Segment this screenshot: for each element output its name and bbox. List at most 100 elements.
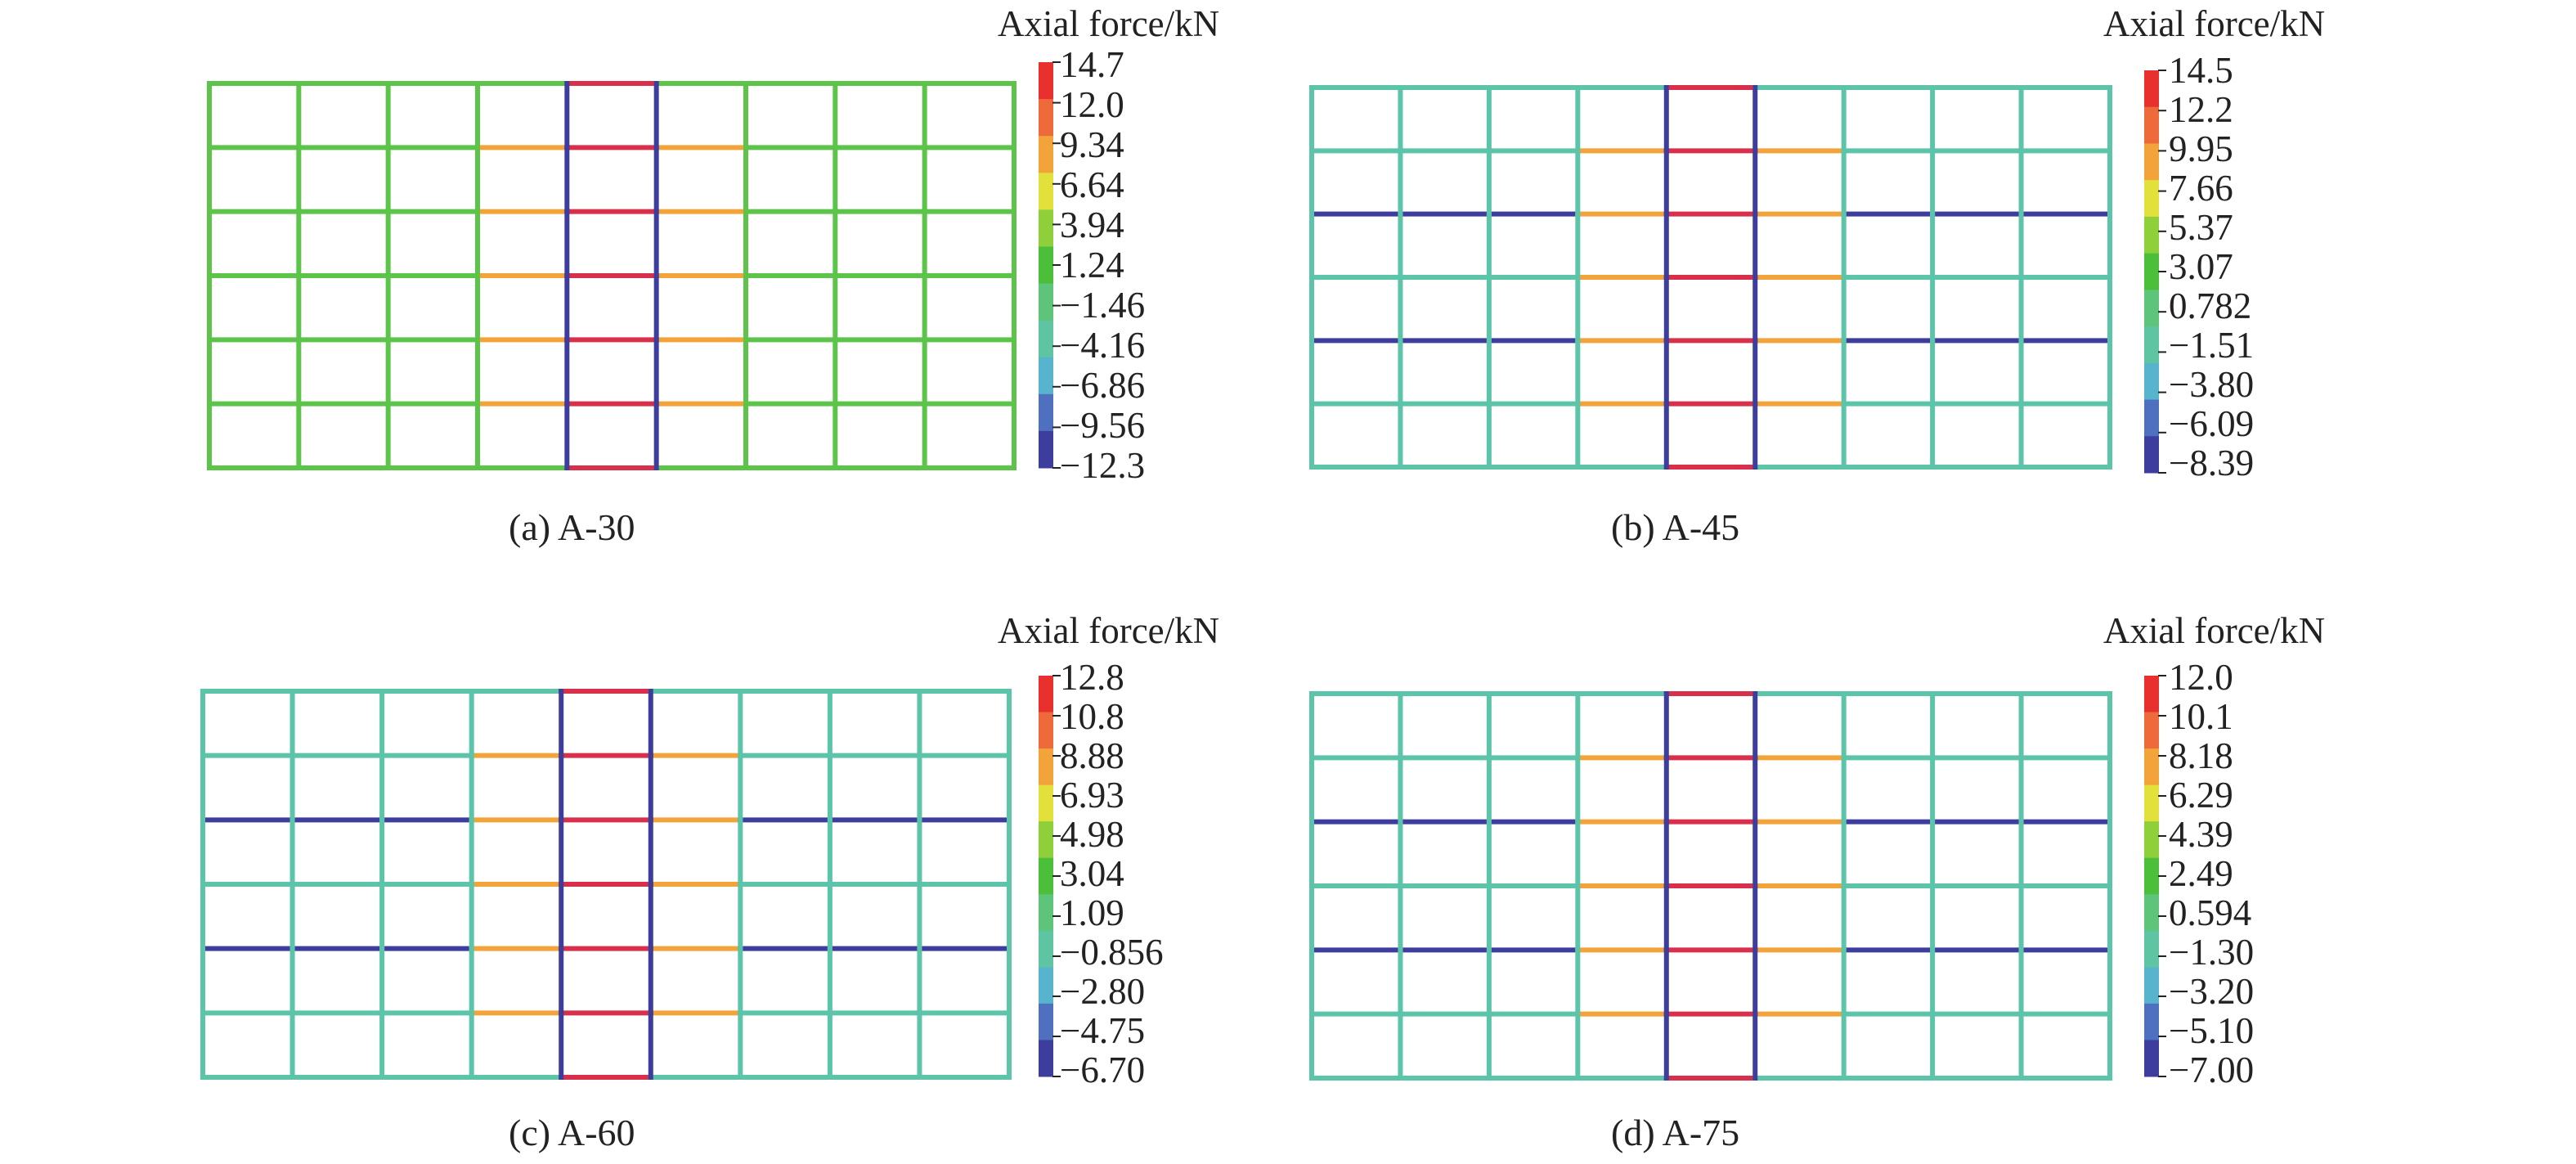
scale-segment	[1039, 712, 1053, 749]
tick-label: 8.18	[2169, 735, 2233, 776]
scale-segment	[2144, 676, 2159, 713]
scale-segment	[2144, 857, 2159, 895]
scale-segment	[2144, 436, 2159, 474]
tick-label: 9.95	[2169, 128, 2233, 169]
caption-a: (a) A-30	[509, 506, 635, 548]
scale-segment	[1039, 246, 1053, 285]
tick-label: 12.0	[2169, 657, 2233, 698]
scale-segment	[2144, 143, 2159, 181]
tick-label: 0.594	[2169, 892, 2251, 933]
scale-segment	[2144, 712, 2159, 749]
scale-segment	[1039, 430, 1053, 469]
tick-label: −3.20	[2169, 971, 2254, 1012]
tick-label: −3.80	[2169, 364, 2254, 405]
scale-segment	[1039, 209, 1053, 247]
scale-segment	[2144, 399, 2159, 437]
tick-label: −6.86	[1060, 365, 1145, 406]
scale-segment	[2144, 70, 2159, 108]
caption-b: (b) A-45	[1611, 506, 1739, 548]
scale-segment	[1039, 1003, 1053, 1040]
legend-ticks-d: 12.0 10.1 8.18 6.29 4.39 2.49 0.594 −1.3…	[2169, 657, 2254, 1090]
tick-label: 2.49	[2169, 853, 2233, 894]
legend-ticks-a: 14.7 12.0 9.34 6.64 3.94 1.24 −1.46 −4.1…	[1060, 44, 1145, 486]
scale-segment	[2144, 362, 2159, 401]
tick-label: 12.8	[1060, 657, 1124, 698]
tick-label: 0.782	[2169, 285, 2251, 326]
scale-segment	[1039, 894, 1053, 932]
scale-segment	[1039, 393, 1053, 432]
tick-label: 12.2	[2169, 89, 2233, 130]
scale-segment	[1039, 320, 1053, 358]
panel-a: Axial force/kN 14.7 12.0 9.34 6.64 3.94 …	[207, 3, 1219, 548]
scale-segment	[1039, 930, 1053, 968]
scale-segment	[2144, 967, 2159, 1004]
tick-label: 6.93	[1060, 775, 1124, 816]
legend-title-c: Axial force/kN	[998, 610, 1219, 651]
panel-c: Axial force/kN 12.8 10.8 8.88 6.93 4.98 …	[200, 610, 1219, 1153]
scale-segment	[1039, 967, 1053, 1004]
scale-segment	[1039, 676, 1053, 713]
color-scale-a	[1039, 61, 1061, 469]
color-scale-b	[2144, 70, 2166, 474]
tick-label: 10.8	[1060, 696, 1124, 737]
tick-label: 4.98	[1060, 814, 1124, 855]
scale-segment	[1039, 99, 1053, 137]
tick-label: 6.29	[2169, 775, 2233, 816]
scale-segment	[2144, 326, 2159, 364]
tick-label: 1.24	[1060, 245, 1124, 285]
scale-segment	[2144, 106, 2159, 144]
tick-label: 8.88	[1060, 735, 1124, 776]
tick-label: 6.64	[1060, 164, 1124, 205]
tick-label: −2.80	[1060, 971, 1145, 1012]
tick-label: 3.04	[1060, 853, 1124, 894]
scale-segment	[2144, 894, 2159, 932]
color-scale-d	[2144, 675, 2166, 1077]
caption-c: (c) A-60	[509, 1112, 635, 1153]
tick-label: −6.70	[1060, 1049, 1145, 1090]
scale-segment	[2144, 1040, 2159, 1077]
tick-label: −8.39	[2169, 443, 2254, 483]
tick-label: −9.56	[1060, 405, 1145, 446]
scale-segment	[1039, 136, 1053, 173]
tick-label: 7.66	[2169, 168, 2233, 209]
frame-grid-c	[200, 689, 1012, 1080]
legend-ticks-b: 14.5 12.2 9.95 7.66 5.37 3.07 0.782 −1.5…	[2169, 50, 2254, 483]
caption-d: (d) A-75	[1611, 1112, 1739, 1153]
scale-segment	[1039, 283, 1053, 321]
tick-label: 5.37	[2169, 207, 2233, 248]
scale-segment	[2144, 290, 2159, 327]
scale-segment	[1039, 62, 1053, 100]
tick-label: −5.10	[2169, 1010, 2254, 1051]
tick-label: −1.30	[2169, 932, 2254, 973]
frame-grid-d	[1309, 691, 2112, 1081]
tick-label: 1.09	[1060, 892, 1124, 933]
scale-segment	[1039, 857, 1053, 895]
scale-segment	[1039, 821, 1053, 859]
tick-label: −0.856	[1060, 932, 1164, 973]
tick-label: 14.5	[2169, 50, 2233, 91]
scale-segment	[2144, 930, 2159, 968]
tick-label: −1.51	[2169, 325, 2254, 366]
tick-label: 4.39	[2169, 814, 2233, 855]
scale-segment	[1039, 748, 1053, 786]
scale-segment	[2144, 784, 2159, 822]
panel-b: Axial force/kN 14.5 12.2 9.95 7.66 5.37 …	[1309, 3, 2325, 548]
scale-segment	[2144, 821, 2159, 859]
tick-label: 3.94	[1060, 204, 1124, 245]
scale-segment	[1039, 784, 1053, 822]
tick-label: −12.3	[1060, 445, 1145, 486]
legend-title-d: Axial force/kN	[2103, 610, 2325, 651]
tick-label: 14.7	[1060, 44, 1124, 85]
tick-label: −7.00	[2169, 1049, 2254, 1090]
scale-segment	[1039, 1040, 1053, 1077]
scale-segment	[2144, 180, 2159, 218]
scale-segment	[1039, 173, 1053, 210]
tick-label: −4.75	[1060, 1010, 1145, 1051]
frame-grid-b	[1309, 85, 2112, 470]
panel-d: Axial force/kN 12.0 10.1 8.18 6.29 4.39 …	[1309, 610, 2325, 1153]
frame-grid-a	[207, 81, 1016, 470]
legend-ticks-c: 12.8 10.8 8.88 6.93 4.98 3.04 1.09 −0.85…	[1060, 657, 1164, 1090]
scale-segment	[2144, 748, 2159, 786]
scale-segment	[2144, 216, 2159, 254]
scale-segment	[1039, 357, 1053, 395]
